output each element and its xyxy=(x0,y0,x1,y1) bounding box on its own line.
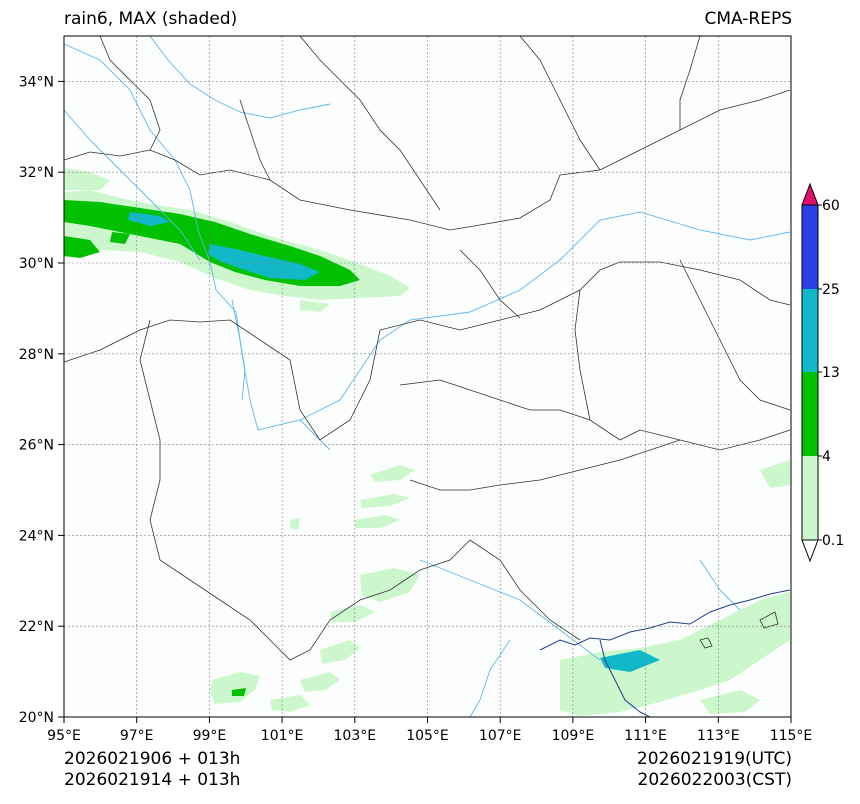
coastline xyxy=(539,589,791,718)
init-time-utc: 2026021906 + 013h xyxy=(64,749,241,769)
lat-tick-label: 22°N xyxy=(19,619,54,635)
lat-tick-label: 24°N xyxy=(19,528,54,544)
tick-marks xyxy=(58,80,792,723)
lat-tick-label: 32°N xyxy=(19,165,54,181)
colorbar-band-25-60 xyxy=(802,205,818,289)
colorbar-label: 0.1 xyxy=(822,533,844,549)
model-name: CMA-REPS xyxy=(704,9,792,29)
colorbar-extend-max xyxy=(801,182,819,206)
lon-tick-label: 107°E xyxy=(479,728,522,744)
init-time-cst: 2026021914 + 013h xyxy=(64,770,241,790)
precip-shading-cyan xyxy=(128,212,660,672)
lon-tick-label: 103°E xyxy=(334,728,377,744)
province-boundaries xyxy=(63,35,791,661)
lon-tick-label: 95°E xyxy=(47,728,81,744)
lat-tick-label: 20°N xyxy=(19,710,54,726)
map-title: rain6, MAX (shaded) xyxy=(64,9,238,29)
lon-tick-label: 101°E xyxy=(261,728,304,744)
lon-tick-label: 111°E xyxy=(624,728,667,744)
lat-tick-label: 28°N xyxy=(19,347,54,363)
colorbar-band-0-4 xyxy=(802,456,818,540)
valid-time-utc: 2026021919(UTC) xyxy=(636,749,792,769)
lon-tick-label: 99°E xyxy=(193,728,227,744)
lon-tick-label: 115°E xyxy=(770,728,813,744)
colorbar-label: 60 xyxy=(822,198,840,214)
lat-tick-label: 30°N xyxy=(19,256,54,272)
colorbar-label: 25 xyxy=(822,282,840,298)
valid-time-cst: 2026022003(CST) xyxy=(637,770,792,790)
colorbar-label: 13 xyxy=(822,365,840,381)
lat-tick-label: 34°N xyxy=(19,74,54,90)
lon-tick-label: 105°E xyxy=(406,728,449,744)
colorbar-band-13-25 xyxy=(802,289,818,372)
colorbar: 60 25 13 4 0.1 xyxy=(801,182,844,563)
colorbar-band-4-13 xyxy=(802,372,818,456)
lon-tick-label: 109°E xyxy=(552,728,595,744)
lon-tick-label: 113°E xyxy=(697,728,740,744)
lon-tick-label: 97°E xyxy=(120,728,154,744)
colorbar-label: 4 xyxy=(822,449,831,465)
gridlines xyxy=(64,36,791,717)
colorbar-extend-min xyxy=(801,539,819,563)
lat-tick-label: 26°N xyxy=(19,438,54,454)
